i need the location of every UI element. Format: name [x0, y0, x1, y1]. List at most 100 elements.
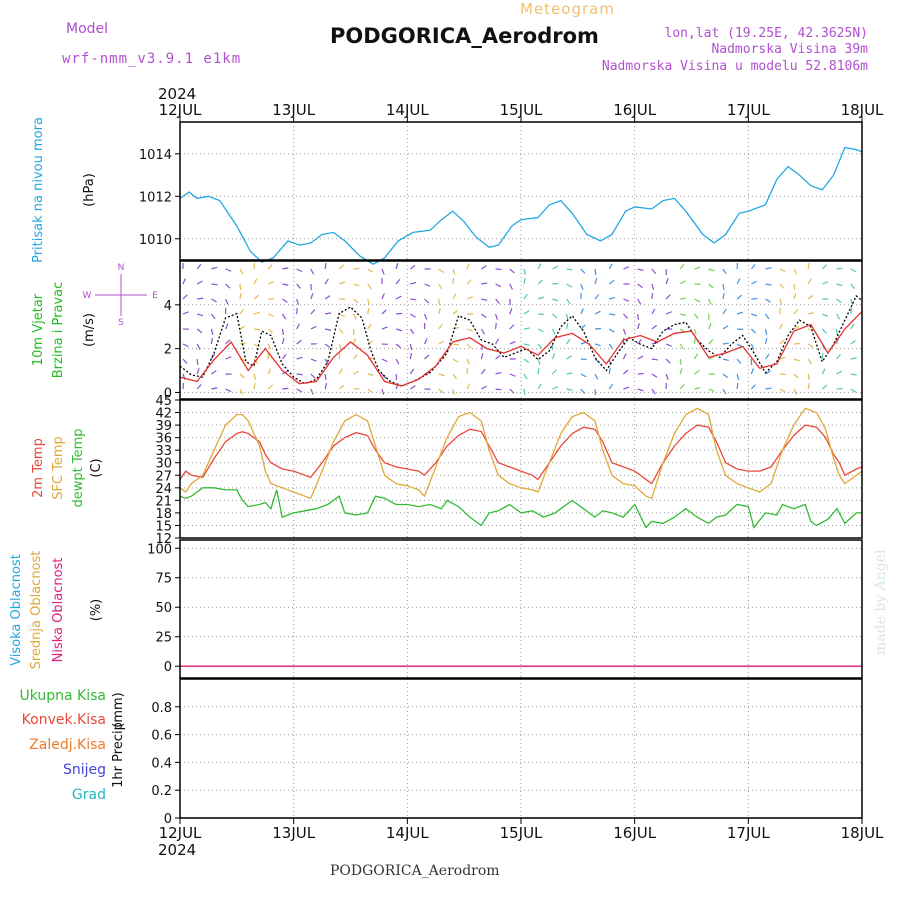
wind-vector — [722, 283, 725, 291]
y-tick-label: 1010 — [139, 233, 172, 248]
wind-vector — [239, 308, 244, 315]
wind-vector — [225, 283, 231, 289]
wind-vector — [637, 283, 643, 289]
wind-vector — [807, 358, 813, 365]
wind-vector — [566, 355, 572, 360]
wind-vector — [708, 298, 712, 305]
wind-vector — [708, 323, 712, 330]
wind-vector — [765, 267, 772, 270]
wind-vector — [679, 358, 682, 366]
wind-vector — [367, 388, 373, 393]
wind-vector — [281, 338, 285, 345]
panel-wind: 0 2 4 — [164, 260, 863, 401]
wind-vector — [296, 323, 301, 330]
wind-vector — [637, 323, 640, 330]
wind-ylabel-2: Brzina i Pravac — [51, 282, 66, 379]
wind-vector — [651, 268, 657, 275]
wind-vector — [225, 323, 229, 330]
wind-vector — [267, 328, 273, 334]
wind-vector — [253, 373, 257, 380]
y-tick-label: 30 — [155, 457, 172, 472]
wind-vector — [296, 373, 303, 376]
wind-vector — [779, 339, 785, 345]
wind-vector — [210, 328, 214, 335]
wind-vector — [637, 388, 644, 392]
wind-vector — [708, 283, 714, 289]
wind-vector — [267, 384, 273, 390]
wind-vector — [694, 283, 701, 286]
y-tick-label: 2 — [164, 343, 172, 358]
wind-vector — [395, 278, 401, 285]
wind-vector — [466, 279, 472, 285]
wind-vector — [367, 268, 374, 273]
wind-vector — [438, 340, 445, 345]
wind-vector — [679, 368, 683, 375]
wind-vector — [807, 278, 812, 285]
wind-vector — [736, 358, 742, 365]
wind-vector — [694, 266, 701, 270]
wind-vector — [324, 262, 327, 270]
y-tick-label: 24 — [155, 482, 172, 497]
wind-vector — [296, 268, 303, 273]
wind-vector — [310, 309, 316, 315]
wind-vector — [509, 268, 515, 274]
wind-vector — [608, 383, 614, 390]
wind-vector — [850, 388, 857, 393]
wind-vector — [452, 326, 459, 330]
series-temperature-1 — [179, 407, 863, 500]
wind-vector — [679, 280, 686, 285]
wind-vector — [580, 268, 586, 274]
precip-unit: (mm) — [111, 692, 126, 727]
wind-vector — [850, 357, 857, 360]
wind-vector — [452, 343, 459, 346]
wind-vector — [750, 328, 757, 334]
wind-vector — [523, 358, 530, 364]
wind-vector — [637, 313, 639, 321]
model-elevation-text: Nadmorska Visina u modelu 52.8106m — [602, 59, 868, 74]
wind-vector — [580, 308, 584, 315]
pressure-ylabel: Pritisak na nivou mora — [31, 117, 46, 263]
y-tick-label: 0.6 — [151, 729, 172, 744]
wind-vector — [381, 326, 388, 330]
wind-vector — [665, 278, 669, 285]
wind-vector — [821, 264, 828, 270]
wind-vector — [353, 283, 360, 287]
x-label-top: 17JUL — [727, 101, 770, 119]
panels: 1010101210140241215182124273033363942450… — [139, 121, 863, 827]
wind-vector — [523, 310, 530, 315]
year-bottom: 2024 — [158, 841, 196, 859]
legend-ukupna: Ukupna Kisa — [19, 688, 106, 704]
wind-vector — [196, 263, 202, 270]
wind-vector — [225, 268, 232, 272]
wind-vector — [481, 265, 487, 270]
temp-ylabel-2: SFC Temp — [51, 436, 66, 500]
wind-vector — [395, 343, 402, 349]
wind-vector — [409, 368, 415, 375]
wind-vector — [197, 297, 204, 300]
wind-vector — [594, 278, 598, 285]
wind-vector — [537, 358, 541, 365]
wind-vector — [850, 323, 855, 330]
y-tick-label: 0 — [164, 386, 172, 401]
wind-vector — [338, 264, 345, 270]
wind-vector — [751, 313, 758, 317]
wind-vector — [395, 263, 399, 270]
wind-vector — [537, 328, 544, 333]
panel-pressure: 1010 1012 1014 — [139, 121, 863, 265]
wind-vector — [253, 382, 256, 390]
wind-vector — [651, 388, 656, 395]
wind-vector — [566, 322, 569, 330]
wind-vector — [395, 295, 402, 300]
wind-vector — [367, 323, 372, 330]
wind-vector — [679, 343, 684, 350]
wind-vector — [182, 343, 189, 348]
wind-vector — [850, 298, 853, 305]
wind-vector — [808, 312, 815, 315]
wind-vector — [296, 298, 300, 305]
wind-vector — [367, 298, 370, 305]
wind-vector — [367, 307, 370, 315]
wind-vector — [267, 264, 273, 270]
panel-frame — [179, 539, 863, 679]
x-label-bottom: 17JUL — [727, 824, 770, 842]
wind-vector — [196, 368, 200, 375]
